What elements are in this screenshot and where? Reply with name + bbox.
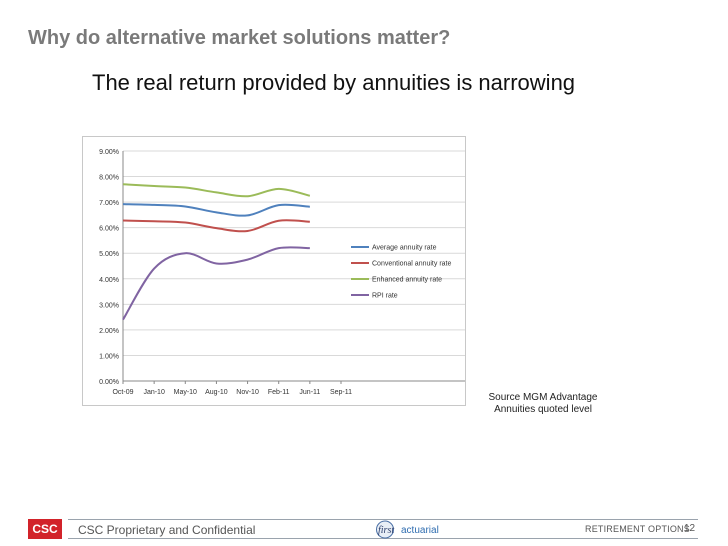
legend-label-4: RPI rate: [372, 293, 398, 300]
chart-legend: Average annuity rate Conventional annuity…: [351, 245, 451, 300]
y-axis-tick-labels: 0.00% 1.00% 2.00% 3.00% 4.00% 5.00% 6.00% 7.00%…: [99, 149, 119, 386]
slide-title: Why do alternative market solutions matt…: [28, 27, 451, 49]
legend-label-1: Average annuity rate: [372, 245, 437, 252]
chart-series: [122, 183, 311, 321]
annuity-rate-chart: 0.00% 1.00% 2.00% 3.00% 4.00% 5.00% 6.00% 7.00%…: [82, 136, 466, 406]
x-tick-label: May-10: [174, 389, 197, 396]
y-tick-label: 7.00%: [99, 200, 119, 207]
footer-confidential-text: CSC Proprietary and Confidential: [78, 523, 256, 537]
series-line-1: [122, 203, 310, 217]
x-axis-tick-labels: Oct-09 Jan-10 May-10 Aug-10 Nov-10 Feb-11 Jun-…: [112, 389, 352, 396]
y-tick-label: 8.00%: [99, 175, 119, 182]
chart-axes: [122, 151, 465, 384]
y-tick-label: 6.00%: [99, 226, 119, 233]
y-tick-label: 0.00%: [99, 379, 119, 386]
x-tick-label: Sep-11: [330, 389, 352, 396]
source-line-2: Annuities quoted level: [494, 404, 592, 415]
y-tick-label: 5.00%: [99, 251, 119, 258]
slide-subtitle: The real return provided by annuities is…: [92, 70, 576, 95]
series-line-2: [122, 219, 310, 233]
y-tick-label: 9.00%: [99, 149, 119, 156]
source-note: Source MGM Advantage Annuities quoted le…: [478, 392, 608, 416]
x-tick-label: Aug-10: [205, 389, 228, 396]
legend-label-3: Enhanced annuity rate: [372, 277, 442, 284]
footer-section-label: RETIREMENT OPTIONS: [585, 524, 690, 534]
chart-svg: 0.00% 1.00% 2.00% 3.00% 4.00% 5.00% 6.00% 7.00%…: [99, 149, 465, 396]
y-tick-label: 2.00%: [99, 328, 119, 335]
svg-text:actuarial: actuarial: [401, 525, 439, 536]
legend-label-2: Conventional annuity rate: [372, 261, 451, 268]
x-tick-label: Oct-09: [112, 389, 133, 396]
x-tick-label: Jun-11: [299, 389, 320, 396]
page-number: 12: [684, 523, 696, 534]
x-tick-label: Feb-11: [268, 389, 290, 396]
x-tick-label: Nov-10: [236, 389, 259, 396]
y-tick-label: 4.00%: [99, 277, 119, 284]
first-actuarial-logo: first actuarial: [376, 520, 439, 539]
svg-text:first: first: [378, 525, 394, 536]
csc-logo: CSC: [28, 519, 62, 539]
series-line-3: [122, 183, 311, 198]
source-line-1: Source MGM Advantage: [488, 392, 598, 403]
y-tick-label: 3.00%: [99, 302, 119, 309]
y-tick-label: 1.00%: [99, 353, 119, 360]
footer-bar: [68, 519, 698, 539]
series-line-4: [122, 246, 310, 321]
x-tick-label: Jan-10: [143, 389, 165, 396]
